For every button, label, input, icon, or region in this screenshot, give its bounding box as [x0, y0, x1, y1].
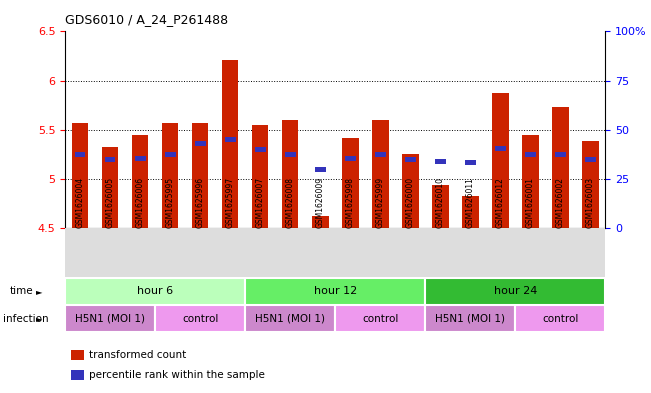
Bar [516, 305, 605, 332]
Bar [245, 278, 425, 305]
Bar [65, 278, 245, 305]
Bar [165, 152, 176, 157]
Bar [435, 159, 446, 164]
Bar [372, 120, 389, 228]
Bar [252, 125, 268, 228]
Bar [135, 156, 146, 161]
Text: H5N1 (MOI 1): H5N1 (MOI 1) [436, 314, 505, 324]
Bar [102, 147, 118, 228]
Bar [312, 216, 329, 228]
Bar [245, 305, 335, 332]
Bar [155, 305, 245, 332]
Bar [425, 305, 516, 332]
Bar [335, 305, 425, 332]
Bar [405, 157, 416, 162]
Bar [492, 94, 508, 228]
Bar [192, 123, 208, 228]
Text: H5N1 (MOI 1): H5N1 (MOI 1) [75, 314, 145, 324]
Bar [70, 350, 84, 360]
Text: control: control [362, 314, 398, 324]
Text: hour 6: hour 6 [137, 286, 173, 296]
Text: control: control [542, 314, 579, 324]
Bar [495, 146, 506, 151]
Text: control: control [182, 314, 218, 324]
Text: ►: ► [36, 287, 42, 296]
Bar [585, 157, 596, 162]
Bar [132, 134, 148, 228]
Bar [555, 152, 566, 157]
Bar [552, 107, 569, 228]
Bar [525, 152, 536, 157]
Bar [465, 160, 476, 165]
Bar [195, 141, 206, 146]
Bar [345, 156, 355, 161]
Bar [70, 370, 84, 380]
Bar [342, 138, 359, 228]
Text: hour 12: hour 12 [314, 286, 357, 296]
Bar [282, 120, 299, 228]
Bar [225, 137, 236, 143]
Bar [432, 185, 449, 228]
Text: H5N1 (MOI 1): H5N1 (MOI 1) [255, 314, 326, 324]
Text: GDS6010 / A_24_P261488: GDS6010 / A_24_P261488 [65, 13, 229, 26]
Text: infection: infection [3, 314, 49, 324]
Bar [105, 157, 115, 162]
Bar [65, 305, 155, 332]
Text: ►: ► [36, 314, 42, 323]
Bar [582, 141, 599, 228]
Bar [522, 134, 538, 228]
Bar [285, 152, 296, 157]
Text: hour 24: hour 24 [493, 286, 537, 296]
Bar [315, 167, 326, 172]
Bar [162, 123, 178, 228]
Bar [72, 123, 89, 228]
Bar [75, 152, 85, 157]
Text: percentile rank within the sample: percentile rank within the sample [89, 370, 266, 380]
Bar [425, 278, 605, 305]
Bar [255, 147, 266, 152]
Bar [402, 154, 419, 228]
Bar [222, 60, 238, 228]
Bar [462, 196, 478, 228]
Text: time: time [10, 286, 33, 296]
Bar [375, 152, 385, 157]
Text: transformed count: transformed count [89, 350, 187, 360]
